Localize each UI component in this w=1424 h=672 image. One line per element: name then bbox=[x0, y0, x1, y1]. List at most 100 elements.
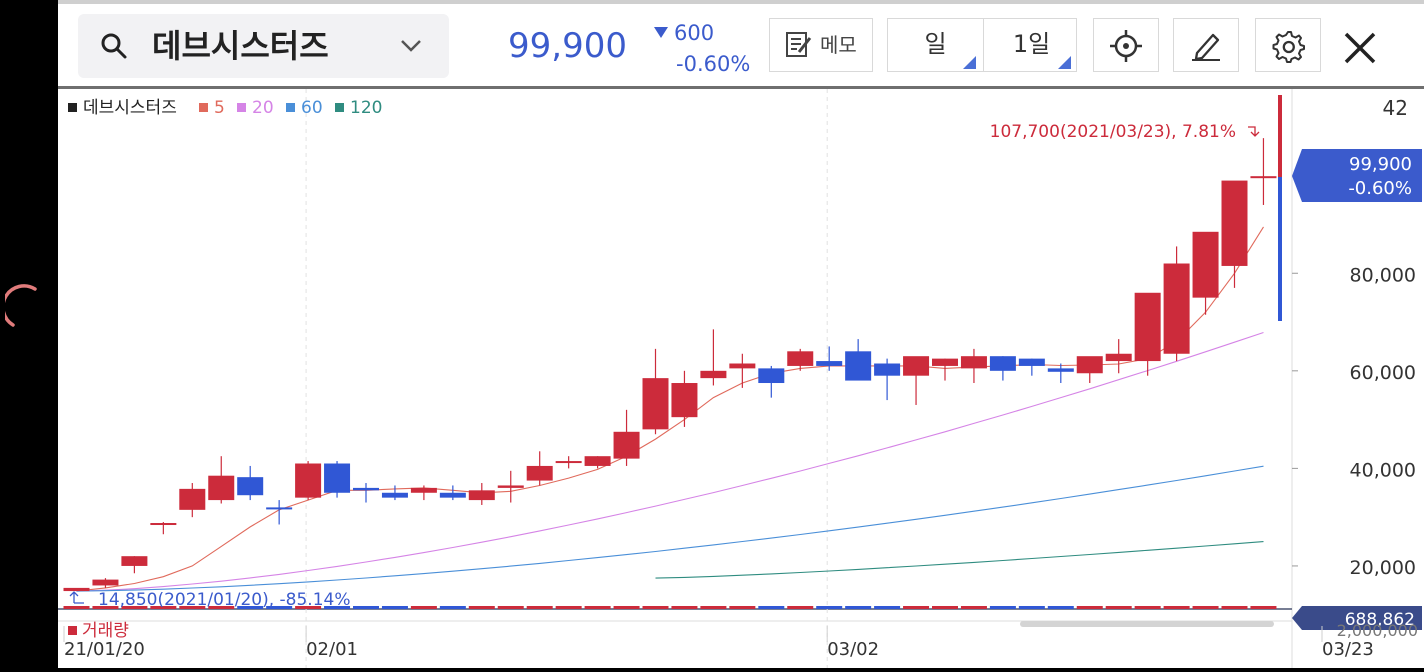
volume-bar bbox=[1018, 606, 1045, 609]
candle-body bbox=[960, 356, 987, 369]
legend-label: 데브시스터즈 bbox=[83, 98, 177, 118]
volume-bar bbox=[729, 606, 756, 609]
corner-indicator-icon bbox=[963, 56, 976, 69]
volume-bar bbox=[497, 606, 524, 609]
volume-bar bbox=[468, 606, 495, 609]
stock-search-box[interactable]: 데브시스터즈 bbox=[78, 14, 449, 78]
candle-body bbox=[989, 356, 1016, 371]
candle-body bbox=[1076, 356, 1103, 374]
current-price: 99,900 bbox=[508, 26, 627, 66]
legend-swatch bbox=[286, 103, 295, 112]
ma120-line bbox=[655, 541, 1264, 579]
price-change-percent: -0.60% bbox=[676, 52, 751, 76]
low-arrow-icon bbox=[69, 591, 84, 604]
memo-label: 메모 bbox=[820, 33, 857, 57]
volume-bar bbox=[1076, 606, 1103, 609]
volume-bar bbox=[266, 606, 293, 609]
volume-bar bbox=[845, 606, 872, 609]
crosshair-button[interactable] bbox=[1093, 18, 1159, 72]
candle-body bbox=[266, 507, 293, 510]
corner-indicator-icon bbox=[1058, 56, 1071, 69]
candle-body bbox=[1163, 263, 1190, 354]
volume-bar bbox=[381, 606, 408, 609]
volume-bar bbox=[439, 606, 466, 609]
volume-bar bbox=[121, 606, 148, 609]
volume-bar bbox=[179, 606, 206, 609]
chevron-down-icon[interactable] bbox=[398, 34, 424, 56]
x-axis-label: 02/01 bbox=[306, 639, 358, 660]
ma60-line bbox=[76, 465, 1264, 592]
candle-body bbox=[468, 490, 495, 501]
volume-tag-value: 688,862 bbox=[1345, 610, 1415, 630]
candlestick-chart[interactable]: 20,000 40,000 60,000 80,000 42 데브시스터즈 5 20 60 120… bbox=[58, 89, 1424, 668]
volume-bar bbox=[758, 606, 785, 609]
down-arrow-icon bbox=[654, 27, 668, 38]
candle-body bbox=[758, 368, 785, 384]
y-axis-top-label: 42 bbox=[1383, 96, 1408, 120]
horizontal-scrollbar bbox=[1020, 621, 1274, 627]
current-price-tag-value: 99,900 bbox=[1349, 154, 1412, 175]
candle-body bbox=[1221, 180, 1248, 266]
legend-label: 5 bbox=[214, 98, 225, 118]
legend-swatch bbox=[335, 103, 344, 112]
current-price-tag bbox=[1292, 149, 1422, 202]
gear-icon bbox=[1272, 31, 1305, 63]
memo-button[interactable]: 메모 bbox=[769, 18, 873, 72]
volume-bar bbox=[642, 606, 669, 609]
volume-bar bbox=[932, 606, 958, 609]
volume-bar bbox=[150, 606, 177, 609]
volume-bar bbox=[989, 606, 1016, 609]
crosshair-icon bbox=[1110, 30, 1142, 62]
candle-body bbox=[1018, 358, 1045, 366]
period-selector[interactable]: 일 1일 bbox=[887, 18, 1077, 72]
volume-bar bbox=[295, 606, 322, 609]
candle-body bbox=[1105, 353, 1132, 362]
draw-button[interactable] bbox=[1173, 18, 1239, 72]
volume-bar bbox=[353, 606, 379, 609]
volume-bar bbox=[671, 606, 698, 609]
chart-app: 데브시스터즈 99,900 600 -0.60% 메모 일 1일 bbox=[58, 0, 1424, 668]
candle-body bbox=[671, 383, 698, 418]
close-icon[interactable] bbox=[1340, 28, 1380, 68]
volume-bar bbox=[787, 606, 814, 609]
candle-body bbox=[526, 465, 553, 481]
candle-body bbox=[63, 587, 90, 592]
volume-bar bbox=[960, 606, 987, 609]
candle-body bbox=[295, 463, 322, 498]
ma20-line bbox=[76, 331, 1264, 592]
candle-body bbox=[816, 361, 843, 366]
settings-button[interactable] bbox=[1255, 18, 1321, 72]
period-unit[interactable]: 일 bbox=[924, 30, 947, 58]
period-divider bbox=[983, 19, 984, 71]
candle-body bbox=[1250, 176, 1277, 179]
stock-name[interactable]: 데브시스터즈 bbox=[152, 27, 329, 65]
legend-label: 60 bbox=[301, 98, 323, 118]
volume-bar bbox=[584, 606, 611, 609]
candle-body bbox=[1047, 368, 1074, 372]
price-chart[interactable]: 20,000 40,000 60,000 80,000 42 데브시스터즈 5 20 60 120… bbox=[58, 89, 1424, 668]
volume-bar bbox=[1192, 606, 1219, 609]
candle-body bbox=[92, 579, 119, 586]
candle-body bbox=[381, 492, 408, 498]
candle-body bbox=[150, 523, 177, 526]
volume-bar bbox=[874, 606, 901, 609]
header-bar: 데브시스터즈 99,900 600 -0.60% 메모 일 1일 bbox=[58, 4, 1424, 86]
search-icon[interactable] bbox=[100, 32, 128, 60]
candle-body bbox=[179, 488, 206, 510]
candle-body bbox=[1192, 231, 1219, 298]
header-divider bbox=[58, 86, 1424, 89]
legend-swatch bbox=[68, 103, 77, 112]
volume-bar bbox=[63, 606, 90, 609]
candle-body bbox=[729, 363, 756, 369]
period-value[interactable]: 1일 bbox=[1012, 30, 1051, 58]
candle-body bbox=[700, 370, 727, 379]
candle-body bbox=[874, 363, 901, 376]
low-annotation: 14,850(2021/01/20), -85.14% bbox=[98, 590, 351, 610]
volume-bar bbox=[1221, 606, 1248, 609]
volume-bar bbox=[1163, 606, 1190, 609]
volume-bar bbox=[324, 606, 351, 609]
volume-bar bbox=[410, 606, 437, 609]
candle-body bbox=[353, 487, 379, 491]
legend-swatch bbox=[199, 103, 208, 112]
y-axis-label: 20,000 bbox=[1350, 557, 1416, 579]
